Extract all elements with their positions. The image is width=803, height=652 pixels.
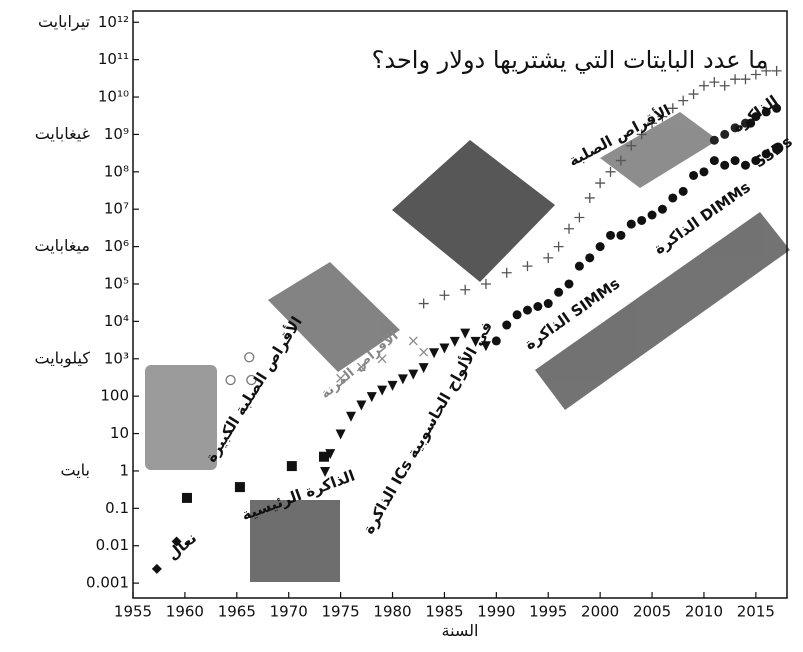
- point: [720, 161, 729, 170]
- chart-title: ما عدد البايتات التي يشتريها دولار واحد؟: [372, 46, 769, 74]
- point: [606, 231, 615, 240]
- point: [710, 156, 719, 165]
- point: [596, 242, 605, 251]
- y-tick-label: 1: [119, 461, 129, 479]
- y-tick-label: 0.01: [96, 536, 129, 554]
- y-tick-label: 10¹⁰: [98, 88, 129, 106]
- unit-label: بايت: [61, 460, 91, 479]
- point: [699, 167, 708, 176]
- y-tick-label: 10⁸: [104, 162, 129, 180]
- y-tick-label: 10⁹: [104, 125, 129, 143]
- unit-label: كيلوبايت: [35, 348, 91, 368]
- x-tick-label: 2010: [685, 603, 723, 621]
- point: [689, 171, 698, 180]
- point: [731, 156, 740, 165]
- y-tick-label: 10⁴: [104, 312, 129, 330]
- point: [502, 321, 511, 330]
- point: [668, 193, 677, 202]
- point: [585, 253, 594, 262]
- point: [616, 231, 625, 240]
- point: [182, 493, 192, 503]
- x-tick-label: 1955: [114, 603, 152, 621]
- x-axis-label: السنة: [442, 621, 479, 640]
- point: [544, 299, 553, 308]
- y-tick-label: 0.001: [86, 574, 129, 592]
- point: [533, 302, 542, 311]
- point: [492, 336, 501, 345]
- point: [523, 306, 532, 315]
- point: [575, 262, 584, 271]
- y-tick-label: 100: [100, 387, 129, 405]
- x-tick-label: 1980: [373, 603, 411, 621]
- x-tick-label: 2015: [737, 603, 775, 621]
- y-tick-label: 10⁶: [104, 237, 129, 255]
- y-tick-label: 10⁷: [104, 200, 129, 218]
- unit-label: غيغابايت: [35, 124, 90, 143]
- point: [513, 310, 522, 319]
- y-tick-label: 10¹²: [98, 13, 129, 31]
- point: [287, 461, 297, 471]
- unit-label: ميغابايت: [35, 236, 90, 255]
- point: [741, 161, 750, 170]
- point: [658, 205, 667, 214]
- y-tick-label: 0.1: [105, 499, 129, 517]
- x-tick-label: 1965: [218, 603, 256, 621]
- point: [710, 136, 719, 145]
- x-tick-label: 1970: [270, 603, 308, 621]
- point: [720, 130, 729, 139]
- chart: ما عدد البايتات التي يشتريها دولار واحد؟…: [0, 0, 803, 648]
- unit-label: تيرابايت: [38, 12, 90, 32]
- x-tick-label: 1985: [425, 603, 463, 621]
- x-tick-label: 2000: [581, 603, 619, 621]
- y-tick-label: 10¹¹: [98, 50, 129, 68]
- x-tick-label: 1990: [477, 603, 515, 621]
- x-tick-label: 1960: [166, 603, 204, 621]
- point: [235, 482, 245, 492]
- x-tick-label: 1975: [322, 603, 360, 621]
- point: [637, 216, 646, 225]
- point: [679, 187, 688, 196]
- y-tick-label: 10: [110, 424, 129, 442]
- y-tick-label: 10³: [104, 349, 129, 367]
- point: [565, 279, 574, 288]
- x-tick-label: 1995: [529, 603, 567, 621]
- y-tick-label: 10⁵: [104, 274, 129, 292]
- point: [627, 220, 636, 229]
- point: [648, 211, 657, 220]
- x-tick-label: 2005: [633, 603, 671, 621]
- point: [554, 288, 563, 297]
